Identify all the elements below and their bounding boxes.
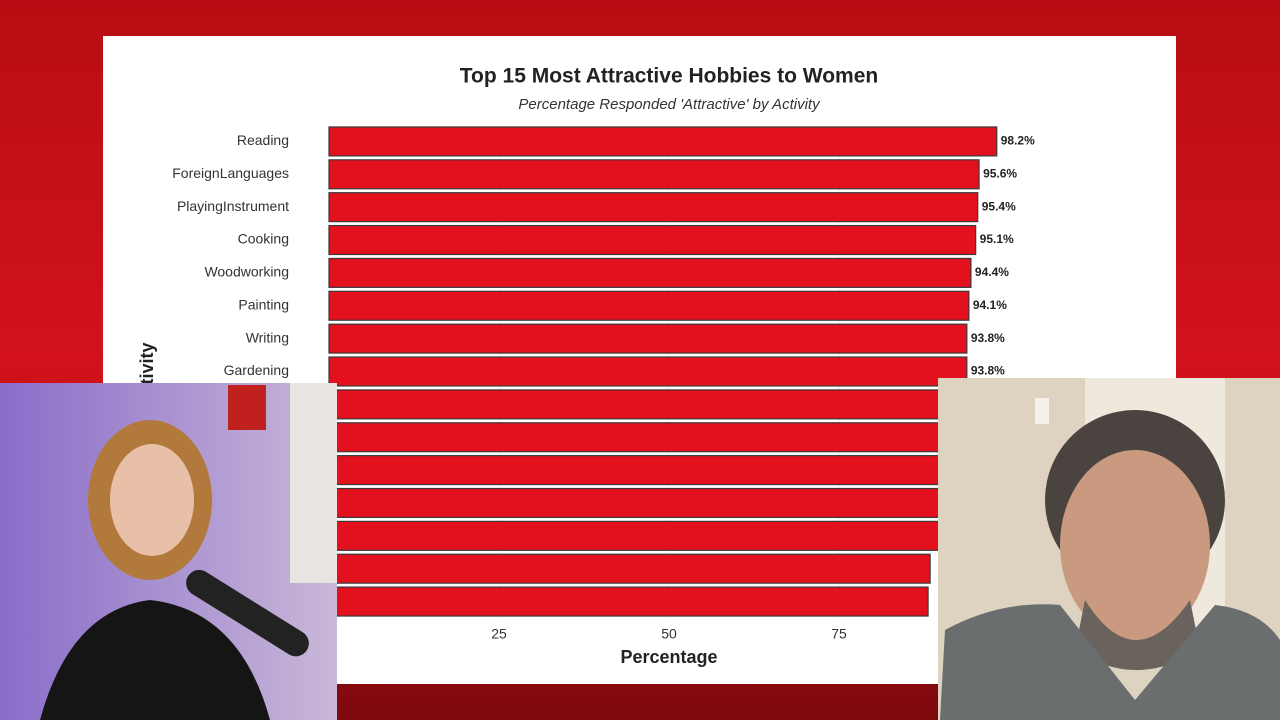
webcam-right bbox=[938, 378, 1280, 720]
y-tick-label: Reading bbox=[237, 132, 289, 148]
bar bbox=[328, 455, 960, 486]
bar bbox=[328, 389, 966, 420]
microphone bbox=[186, 569, 309, 657]
switch bbox=[1035, 398, 1049, 424]
bar bbox=[328, 192, 979, 223]
bar bbox=[328, 356, 968, 387]
data-label: 95.4% bbox=[982, 199, 1016, 213]
bar bbox=[328, 487, 957, 519]
chart-subtitle: Percentage Responded 'Attractive' by Act… bbox=[518, 96, 821, 113]
y-tick-label: Woodworking bbox=[204, 264, 289, 280]
x-axis-label: Percentage bbox=[620, 647, 717, 667]
y-tick-label: ForeignLanguages bbox=[172, 165, 289, 181]
y-tick-label: PlayingInstrument bbox=[177, 198, 289, 214]
y-tick-label: Writing bbox=[246, 329, 289, 345]
bar bbox=[328, 224, 977, 256]
bar bbox=[328, 422, 963, 453]
data-label: 98.2% bbox=[1001, 134, 1035, 148]
x-tick-label: 50 bbox=[661, 626, 677, 642]
x-tick-label: 75 bbox=[831, 626, 847, 642]
body bbox=[40, 600, 270, 720]
data-label: 95.6% bbox=[983, 166, 1017, 180]
bar bbox=[328, 126, 998, 157]
body bbox=[940, 604, 1280, 720]
bar bbox=[328, 553, 931, 584]
bar bbox=[328, 159, 980, 190]
chart-title: Top 15 Most Attractive Hobbies to Women bbox=[460, 65, 878, 88]
bar bbox=[328, 520, 953, 551]
shelf-box bbox=[228, 385, 266, 430]
y-tick-label: Painting bbox=[238, 296, 289, 312]
data-label: 93.8% bbox=[971, 364, 1005, 378]
data-label: 94.1% bbox=[973, 298, 1007, 312]
window bbox=[290, 383, 337, 583]
bar bbox=[328, 290, 970, 321]
x-tick-label: 25 bbox=[491, 626, 507, 642]
y-tick-label: Gardening bbox=[224, 362, 289, 378]
face bbox=[1060, 450, 1210, 640]
bar bbox=[328, 586, 929, 617]
data-label: 94.4% bbox=[975, 265, 1009, 279]
face bbox=[110, 444, 194, 556]
y-tick-label: Cooking bbox=[238, 231, 289, 247]
data-label: 95.1% bbox=[980, 232, 1014, 246]
webcam-left bbox=[0, 383, 337, 720]
bar bbox=[328, 257, 972, 288]
bar bbox=[328, 323, 968, 354]
beard bbox=[1075, 600, 1200, 670]
data-label: 93.8% bbox=[971, 331, 1005, 345]
